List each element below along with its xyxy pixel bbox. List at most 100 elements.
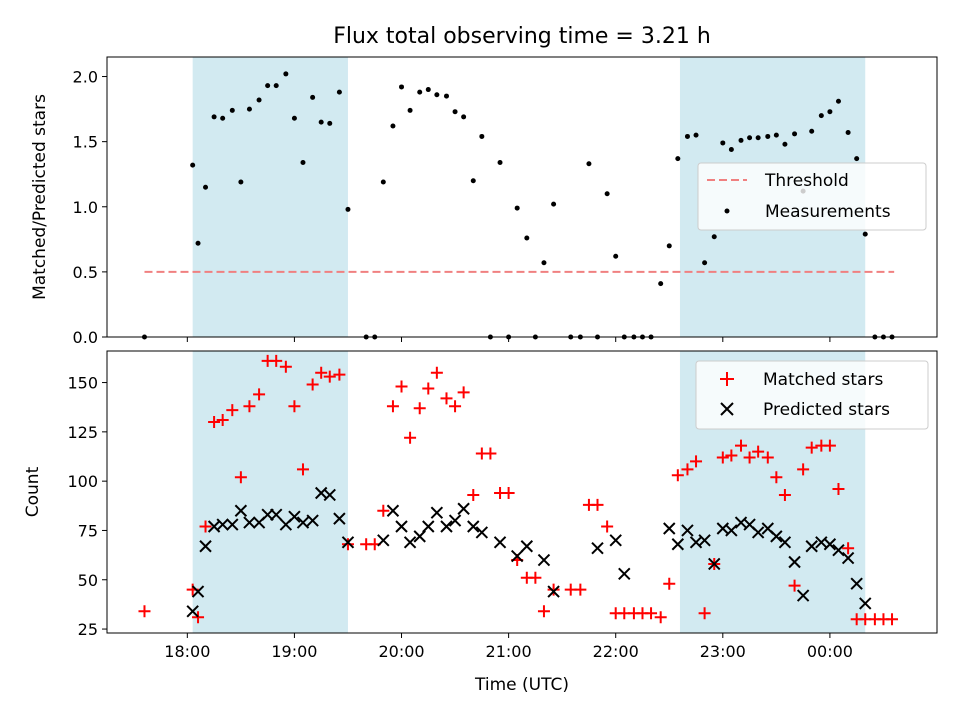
predicted-star-point (778, 536, 792, 549)
predicted-star-point (323, 488, 336, 502)
measurement-point (809, 128, 815, 134)
measurement-point (755, 135, 761, 141)
measurement-point (658, 281, 664, 287)
measurement-point (747, 135, 753, 141)
measurement-point (854, 156, 860, 162)
measurement-point (702, 260, 708, 266)
predicted-star-point (725, 524, 738, 537)
predicted-star-point (467, 520, 480, 533)
matched-star-point (574, 583, 587, 596)
measurement-point (229, 107, 235, 113)
predicted-star-point (671, 538, 685, 551)
bottom-yticks: 25 50 75 100 125 150 (67, 374, 107, 639)
measurement-point (345, 206, 351, 212)
matched-star-point (842, 542, 855, 555)
predicted-star-point (841, 551, 855, 565)
predicted-star-point (306, 514, 319, 527)
measurement-point (336, 89, 342, 95)
predicted-star-point (708, 557, 721, 571)
matched-star-point (743, 451, 756, 464)
matched-star-point (484, 447, 497, 460)
x-tick-label: 22:00 (593, 642, 639, 661)
matched-star-point (253, 388, 266, 401)
matched-star-point (823, 439, 836, 452)
matched-star-point (395, 380, 408, 393)
predicted-star-point (770, 530, 783, 543)
measurement-point (711, 234, 717, 240)
matched-star-point (591, 498, 604, 511)
predicted-star-point (805, 540, 818, 553)
measurement-point (765, 133, 771, 139)
y-tick-label: 75 (78, 521, 98, 540)
matched-star-point (440, 392, 453, 405)
x-tick-label: 18:00 (164, 642, 210, 661)
matched-star-point (413, 402, 426, 415)
y-tick-label: 2.0 (73, 68, 98, 87)
measurement-point (773, 132, 779, 138)
measurement-point (666, 243, 672, 249)
matched-star-point (208, 415, 221, 428)
matched-star-point (537, 605, 550, 618)
matched-star-point (422, 382, 435, 395)
predicted-star-point (493, 536, 507, 549)
legend-measurements-swatch (724, 208, 730, 214)
measurement-point (380, 179, 386, 185)
matched-star-point (138, 605, 151, 618)
predicted-star-point (609, 534, 622, 547)
measurement-point (604, 191, 610, 197)
predicted-star-point (191, 585, 205, 598)
measurement-point (407, 107, 413, 113)
predicted-star-point (333, 512, 346, 525)
matched-star-point (306, 378, 319, 391)
top-legend: Threshold Measurements (697, 162, 927, 231)
predicted-star-point (859, 597, 872, 610)
predicted-star-point (681, 524, 694, 537)
measurement-point (461, 114, 467, 120)
measurement-point (514, 205, 520, 211)
matched-star-point (671, 469, 684, 482)
y-tick-label: 25 (78, 620, 98, 639)
bottom-axes-frame (106, 350, 938, 634)
predicted-star-point (430, 506, 444, 519)
predicted-star-point (475, 526, 489, 539)
matched-star-point (199, 520, 212, 533)
predicted-star-point (663, 522, 676, 535)
matched-star-point (430, 366, 443, 379)
predicted-star-point (395, 520, 408, 533)
measurement-point (728, 146, 734, 152)
matched-star-point (547, 583, 560, 596)
top-legend-box (697, 162, 927, 231)
y-tick-label: 50 (78, 571, 98, 590)
matched-star-point (315, 366, 328, 379)
measurement-point (684, 133, 690, 139)
measurement-point (586, 161, 592, 167)
measurement-point (425, 87, 431, 93)
measurement-point (417, 89, 423, 95)
matched-star-point (457, 386, 470, 399)
measurement-point (845, 130, 851, 136)
matched-star-point (449, 400, 462, 413)
measurement-point (541, 260, 547, 266)
x-tick-label: 19:00 (271, 642, 317, 661)
matched-star-point (788, 579, 801, 592)
legend-predicted-label: Predicted stars (763, 400, 890, 420)
bottom-xticks: 18:00 19:00 20:00 21:00 22:00 23:00 00:00 (164, 633, 853, 661)
measurement-point (862, 231, 868, 237)
top-ylabel: Matched/Predicted stars (30, 94, 50, 300)
predicted-star-point (823, 538, 837, 551)
measurement-point (318, 119, 324, 125)
measurement-point (693, 132, 699, 138)
matched-star-point (735, 439, 748, 452)
x-tick-label: 21:00 (486, 642, 532, 661)
predicted-star-point (216, 518, 229, 531)
matched-star-point (323, 370, 336, 383)
x-tick-label: 23:00 (700, 642, 746, 661)
predicted-star-point (296, 516, 310, 529)
measurement-point (300, 159, 306, 165)
measurement-point (203, 184, 209, 190)
measurement-point (195, 240, 201, 246)
predicted-star-point (520, 540, 534, 553)
predicted-star-point (288, 510, 301, 523)
measurement-point (291, 115, 297, 121)
